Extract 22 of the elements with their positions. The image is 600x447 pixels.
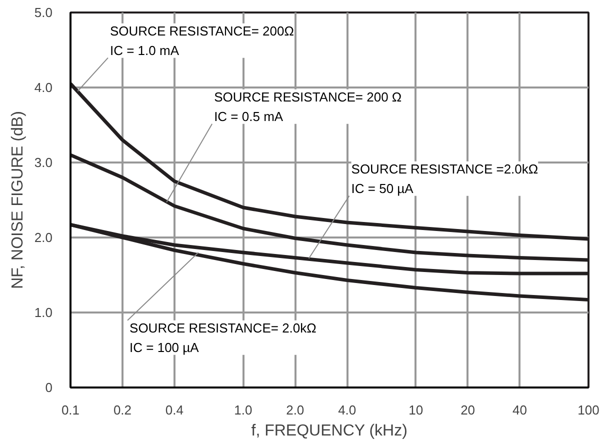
x-tick-label: 0.4 <box>165 402 184 418</box>
x-tick-label: 1.0 <box>234 402 252 418</box>
annotation: SOURCE RESISTANCE= 200Ω IC = 1.0 mA <box>110 23 294 58</box>
y-tick-label: 1.0 <box>34 305 53 320</box>
y-tick-label: 3.0 <box>34 155 53 170</box>
x-tick-label: 100 <box>578 402 600 418</box>
y-axis-title: NF, NOISE FIGURE (dB) <box>9 111 26 289</box>
x-tick-label: 2.0 <box>286 402 304 418</box>
y-tick-label: 2.0 <box>34 230 53 245</box>
annotation: SOURCE RESISTANCE= 2.0kΩ IC = 100 µA <box>130 320 317 355</box>
x-tick-label: 0.2 <box>113 402 132 418</box>
y-tick-label: 4.0 <box>34 80 53 95</box>
x-axis-title: f, FREQUENCY (kHz) <box>251 422 408 440</box>
x-tick-label: 20 <box>460 402 476 418</box>
x-tick-label: 40 <box>512 402 528 418</box>
annotation: SOURCE RESISTANCE= 200 Ω IC = 0.5 mA <box>214 89 402 124</box>
annotation: SOURCE RESISTANCE =2.0kΩ IC = 50 µA <box>351 161 538 196</box>
y-tick-label: 5.0 <box>34 5 53 20</box>
x-tick-label: 4.0 <box>338 402 356 418</box>
x-tick-label: 0.1 <box>61 402 80 418</box>
y-tick-label: 0 <box>45 380 53 395</box>
x-tick-label: 10 <box>408 402 424 418</box>
